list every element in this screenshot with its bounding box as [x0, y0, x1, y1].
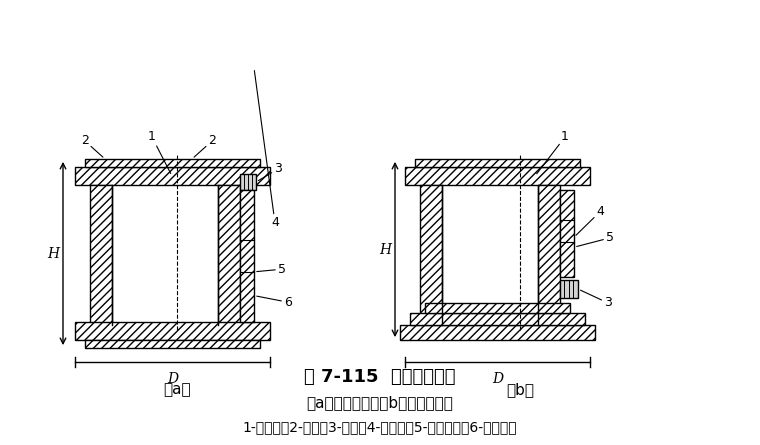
Text: 2: 2	[81, 134, 103, 157]
Bar	[415, 159, 580, 167]
Bar	[90, 185, 112, 325]
Text: 4: 4	[576, 205, 604, 235]
Bar	[425, 303, 570, 313]
Bar	[410, 313, 585, 325]
Bar	[218, 185, 240, 325]
Bar	[405, 167, 590, 185]
Text: 5: 5	[577, 231, 614, 247]
Text: 2: 2	[194, 134, 216, 157]
Bar	[75, 167, 270, 185]
Text: 4: 4	[255, 71, 279, 230]
Text: （a）用于帽上；（b）用于垫木上: （a）用于帽上；（b）用于垫木上	[306, 396, 454, 410]
Bar	[420, 185, 442, 325]
Text: 1: 1	[148, 130, 171, 174]
Text: 1-法兰盘；2-盖板；3-插座；4-电阻片；5-弹性元件；6-防水胶片: 1-法兰盘；2-盖板；3-插座；4-电阻片；5-弹性元件；6-防水胶片	[242, 420, 518, 434]
Text: D: D	[167, 372, 178, 386]
Text: 图 7-115  锤击力传感器: 图 7-115 锤击力传感器	[304, 368, 456, 386]
Bar	[75, 322, 270, 340]
Bar	[560, 190, 574, 277]
Text: 6: 6	[257, 295, 292, 309]
Text: （a）: （a）	[163, 382, 191, 397]
Bar	[560, 280, 578, 298]
Text: H: H	[47, 247, 59, 260]
Bar	[240, 174, 256, 190]
Bar	[400, 325, 595, 340]
Bar	[85, 159, 260, 167]
Text: D: D	[492, 372, 503, 386]
Bar	[240, 190, 254, 322]
Bar	[538, 185, 560, 325]
Text: （b）: （b）	[506, 382, 534, 397]
Text: H: H	[379, 243, 391, 256]
Text: 5: 5	[257, 263, 286, 276]
Text: 3: 3	[258, 162, 282, 181]
Text: 3: 3	[581, 290, 612, 310]
Text: 1: 1	[537, 130, 569, 174]
Bar	[85, 340, 260, 348]
